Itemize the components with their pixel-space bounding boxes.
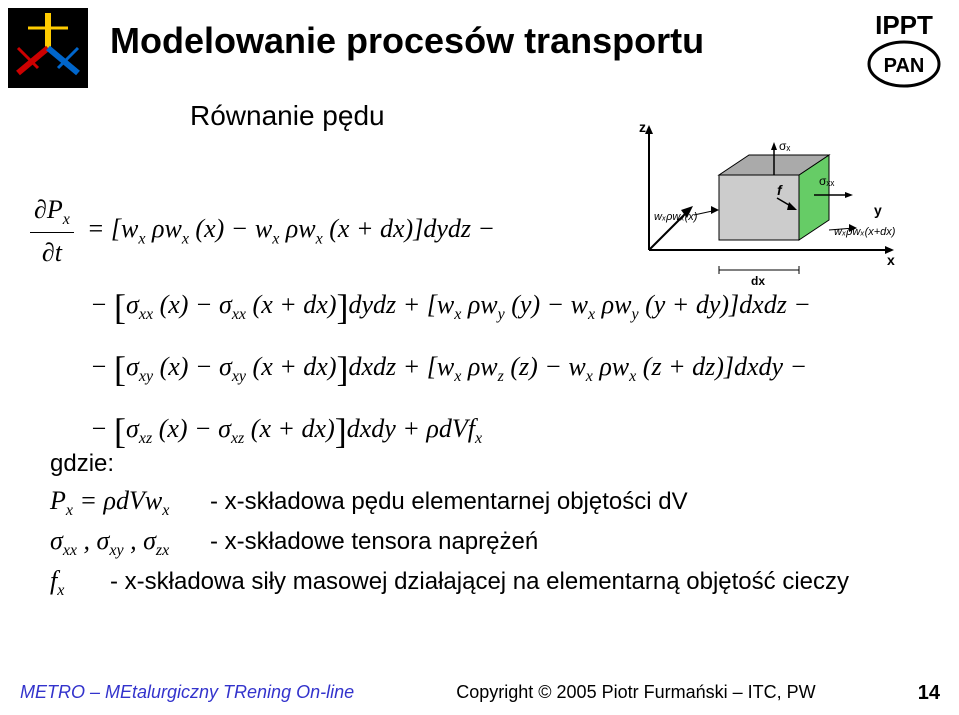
def-text-1: - x-składowe tensora naprężeń — [210, 528, 538, 556]
eq-line-1: ∂Px ∂t = [wx ρwx (x) − wx ρwx (x + dx)]d… — [30, 190, 930, 272]
eq-line-2: − [σxx (x) − σxx (x + dx)]dydz + [wx ρwy… — [30, 280, 930, 334]
footer-left: METRO – MEtalurgiczny TRening On-line — [20, 682, 354, 705]
eq-line-3: − [σxy (x) − σxy (x + dx)]dxdz + [wx ρwz… — [30, 342, 930, 396]
def-row-2: fx - x-składowa siły masowej działającej… — [50, 566, 930, 600]
subtitle: Równanie pędu — [190, 100, 385, 132]
footer-page-number: 14 — [918, 682, 940, 705]
logo-right-bottom: PAN — [884, 55, 925, 77]
def-sym-1: σxx , σxy , σzx — [50, 526, 210, 560]
logo-left-svg — [8, 8, 88, 88]
page-title: Modelowanie procesów transportu — [110, 20, 704, 62]
logo-left — [8, 8, 88, 88]
def-row-1: σxx , σxy , σzx - x-składowe tensora nap… — [50, 526, 930, 560]
def-text-2: - x-składowa siły masowej działającej na… — [110, 568, 849, 596]
logo-right-top: IPPT — [875, 10, 933, 40]
eq-lhs-fraction: ∂Px ∂t — [30, 190, 74, 272]
footer-center: Copyright © 2005 Piotr Furmański – ITC, … — [456, 682, 815, 705]
logo-right-svg: IPPT PAN — [859, 6, 949, 96]
gdzie-label: gdzie: — [50, 450, 930, 478]
svg-text:σₓₓ: σₓₓ — [819, 174, 834, 188]
def-sym-2: fx — [50, 566, 110, 600]
def-row-0: Px = ρdVwx - x-składowa pędu elementarne… — [50, 486, 930, 520]
logo-right: IPPT PAN — [859, 6, 949, 96]
svg-text:σₓ: σₓ — [779, 139, 790, 153]
def-sym-0: Px = ρdVwx — [50, 486, 210, 520]
footer: METRO – MEtalurgiczny TRening On-line Co… — [20, 682, 940, 705]
svg-text:z: z — [639, 120, 646, 135]
equation-block: ∂Px ∂t = [wx ρwx (x) − wx ρwx (x + dx)]d… — [30, 190, 930, 466]
definitions-block: gdzie: Px = ρdVwx - x-składowa pędu elem… — [50, 450, 930, 607]
def-text-0: - x-składowa pędu elementarnej objętości… — [210, 488, 688, 516]
